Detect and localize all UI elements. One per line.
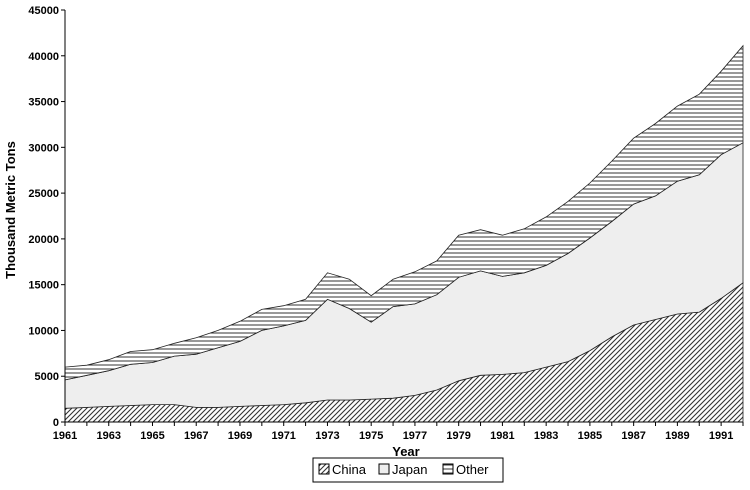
x-tick-label: 1961: [53, 430, 77, 442]
x-tick-label: 1975: [359, 430, 383, 442]
x-tick-label: 1989: [665, 430, 689, 442]
x-tick-label: 1973: [315, 430, 339, 442]
x-tick-label: 1991: [709, 430, 733, 442]
x-tick-label: 1983: [534, 430, 558, 442]
legend-swatch-japan: [378, 463, 390, 475]
y-tick-label: 20000: [28, 234, 59, 246]
x-tick-label: 1987: [621, 430, 645, 442]
y-tick-label: 30000: [28, 142, 59, 154]
legend-swatch-other: [442, 463, 454, 475]
x-tick-label: 1963: [96, 430, 120, 442]
y-tick-label: 45000: [28, 5, 59, 17]
legend-label-other: Other: [456, 462, 489, 477]
y-tick-label: 5000: [35, 371, 59, 383]
legend-swatch-china: [318, 463, 330, 475]
y-tick-label: 10000: [28, 325, 59, 337]
y-tick-label: 35000: [28, 97, 59, 109]
y-tick-label: 40000: [28, 51, 59, 63]
legend-label-japan: Japan: [392, 462, 427, 477]
x-axis-label: Year: [392, 444, 419, 459]
area-other: [64, 44, 744, 381]
axes-layer: [64, 10, 743, 423]
y-tick-label: 0: [53, 417, 59, 429]
x-tick-label: 1967: [184, 430, 208, 442]
x-tick-label: 1965: [140, 430, 164, 442]
legend-label-china: China: [332, 462, 367, 477]
legend-frame: [312, 457, 504, 483]
x-tick-label: 1985: [578, 430, 602, 442]
y-axis-label: Thousand Metric Tons: [3, 141, 18, 279]
x-tick-label: 1969: [228, 430, 252, 442]
areas-layer: [64, 44, 744, 423]
x-tick-label: 1979: [446, 430, 470, 442]
y-tick-label: 15000: [28, 280, 59, 292]
legend: China Japan Other: [312, 457, 504, 483]
x-tick-label: 1977: [403, 430, 427, 442]
x-tick-label: 1981: [490, 430, 514, 442]
ticks-layer: 0 5000 10000 15000 20000 25000 30000 35000 40000…: [28, 5, 744, 442]
x-tick-label: 1971: [271, 430, 295, 442]
y-tick-label: 25000: [28, 188, 59, 200]
